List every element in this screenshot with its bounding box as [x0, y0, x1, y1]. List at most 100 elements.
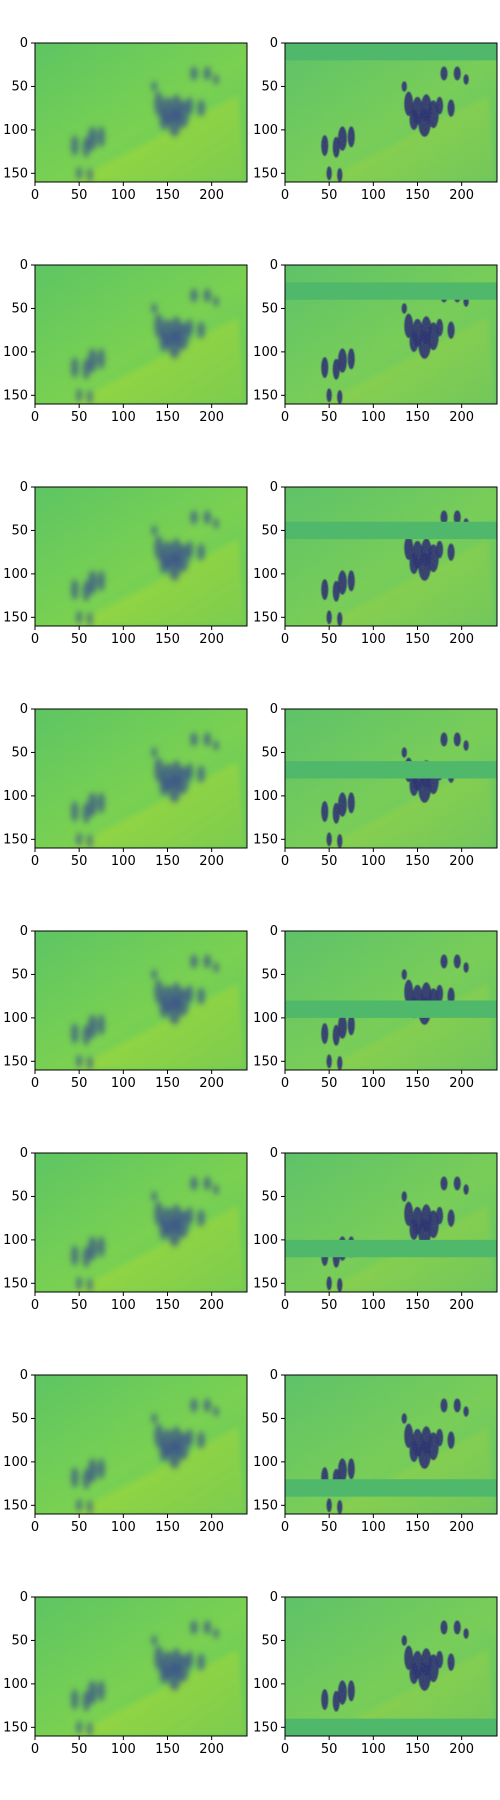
y-tick-label: 50 [11, 1189, 28, 1204]
y-tick-label: 0 [20, 702, 28, 717]
x-tick-label: 50 [71, 1298, 88, 1313]
y-tick-label: 150 [253, 1720, 278, 1735]
x-tick-label: 50 [321, 1298, 338, 1313]
x-tick-label: 50 [71, 410, 88, 425]
y-tick-label: 50 [11, 1411, 28, 1426]
y-tick-label: 50 [11, 1633, 28, 1648]
y-tick-label: 100 [253, 789, 278, 804]
axes-frame [284, 42, 498, 183]
x-tick-label: 150 [405, 410, 430, 425]
x-tick-label: 0 [31, 1520, 39, 1535]
y-tick-label: 0 [270, 480, 278, 495]
x-tick-label: 100 [111, 1520, 136, 1535]
x-tick-label: 200 [199, 410, 224, 425]
axes-frame [34, 708, 248, 849]
y-tick-label: 100 [253, 1233, 278, 1248]
axes-frame [34, 1152, 248, 1293]
x-tick-label: 50 [321, 854, 338, 869]
axes-frame [34, 486, 248, 627]
x-tick-label: 0 [281, 854, 289, 869]
y-tick-label: 50 [261, 1411, 278, 1426]
y-tick-label: 150 [3, 1720, 28, 1735]
y-tick-label: 50 [261, 967, 278, 982]
axes-frame [34, 1374, 248, 1515]
axes-frame [284, 708, 498, 849]
axes-frame [284, 1152, 498, 1293]
x-tick-label: 200 [449, 632, 474, 647]
x-tick-label: 200 [449, 188, 474, 203]
y-tick-label: 50 [261, 745, 278, 760]
axes-frame [34, 1596, 248, 1737]
y-tick-label: 100 [3, 567, 28, 582]
masked-band [285, 761, 497, 779]
x-tick-label: 100 [361, 1742, 386, 1757]
x-tick-label: 0 [281, 1076, 289, 1091]
y-tick-label: 100 [253, 1455, 278, 1470]
masked-band [285, 43, 497, 61]
subplot-reconstruction: 0 50 100 150 200 0 50 100 150 [3, 702, 248, 869]
y-tick-label: 0 [270, 702, 278, 717]
x-tick-label: 200 [199, 1520, 224, 1535]
x-tick-label: 0 [31, 410, 39, 425]
masked-band [285, 1479, 497, 1497]
x-tick-label: 150 [405, 1520, 430, 1535]
y-tick-label: 0 [270, 1146, 278, 1161]
x-tick-label: 200 [199, 1742, 224, 1757]
y-tick-label: 150 [253, 610, 278, 625]
subplot-reconstruction: 0 50 100 150 200 0 50 100 150 [3, 924, 248, 1091]
masked-band [285, 1718, 497, 1736]
y-tick-label: 50 [11, 79, 28, 94]
y-tick-label: 150 [253, 388, 278, 403]
x-tick-label: 0 [281, 410, 289, 425]
x-tick-label: 200 [199, 632, 224, 647]
x-tick-label: 200 [199, 1298, 224, 1313]
subplot-reconstruction: 0 50 100 150 200 0 50 100 150 [3, 1590, 248, 1757]
axes-frame [284, 1596, 498, 1737]
x-tick-label: 0 [281, 632, 289, 647]
subplot-reconstruction: 0 50 100 150 200 0 50 100 150 [3, 1146, 248, 1313]
masked-band [285, 1000, 497, 1018]
x-tick-label: 50 [71, 1520, 88, 1535]
x-tick-label: 50 [71, 1076, 88, 1091]
subplot-masked: 0 50 100 150 200 0 50 100 150 [253, 702, 498, 869]
x-tick-label: 100 [111, 1298, 136, 1313]
x-tick-label: 150 [405, 1298, 430, 1313]
x-tick-label: 100 [361, 1076, 386, 1091]
masked-band [285, 282, 497, 300]
y-tick-label: 50 [261, 523, 278, 538]
y-tick-label: 0 [270, 1368, 278, 1383]
y-tick-label: 0 [270, 36, 278, 51]
x-tick-label: 50 [321, 632, 338, 647]
x-tick-label: 50 [71, 632, 88, 647]
x-tick-label: 50 [71, 188, 88, 203]
x-tick-label: 100 [111, 632, 136, 647]
y-tick-label: 150 [3, 610, 28, 625]
x-tick-label: 200 [199, 188, 224, 203]
x-tick-label: 150 [155, 410, 180, 425]
x-tick-label: 0 [31, 188, 39, 203]
y-tick-label: 150 [253, 1498, 278, 1513]
x-tick-label: 150 [155, 1742, 180, 1757]
subplot-masked: 0 50 100 150 200 0 50 100 150 [253, 1146, 498, 1313]
axes-frame [284, 930, 498, 1071]
x-tick-label: 150 [155, 854, 180, 869]
y-tick-label: 100 [3, 345, 28, 360]
x-tick-label: 100 [111, 1076, 136, 1091]
y-tick-label: 150 [3, 166, 28, 181]
y-tick-label: 0 [270, 258, 278, 273]
x-tick-label: 0 [31, 632, 39, 647]
x-tick-label: 200 [449, 1298, 474, 1313]
y-tick-label: 50 [11, 967, 28, 982]
y-tick-label: 0 [270, 1590, 278, 1605]
y-tick-label: 0 [20, 480, 28, 495]
y-tick-label: 0 [20, 1590, 28, 1605]
y-tick-label: 0 [20, 258, 28, 273]
y-tick-label: 0 [20, 36, 28, 51]
subplot-masked: 0 50 100 150 200 0 50 100 150 [253, 258, 498, 425]
x-tick-label: 200 [199, 854, 224, 869]
axes-frame [284, 486, 498, 627]
subplot-reconstruction: 0 50 100 150 200 0 50 100 150 [3, 36, 248, 203]
x-tick-label: 150 [155, 188, 180, 203]
x-tick-label: 0 [281, 1298, 289, 1313]
